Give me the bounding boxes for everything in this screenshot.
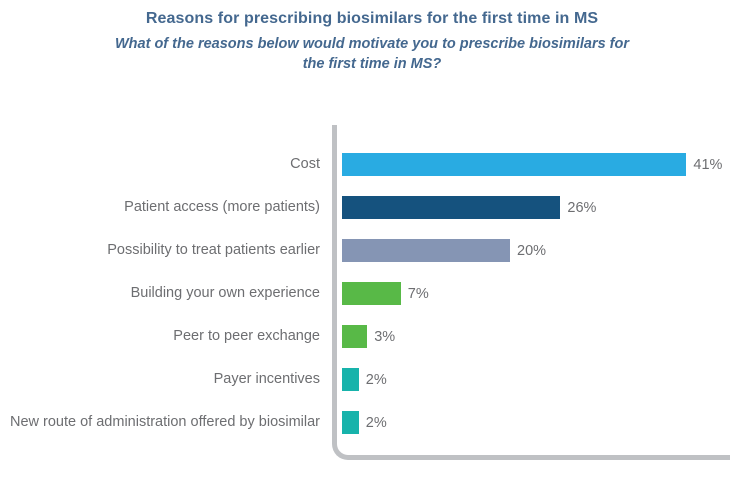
chart-subtitle: What of the reasons below would motivate… [114, 36, 630, 73]
bar-area: 2% [332, 411, 730, 434]
bar-area: 3% [332, 325, 730, 348]
bar [342, 239, 510, 262]
bar-row: Patient access (more patients) 26% [10, 186, 730, 229]
category-label: Peer to peer exchange [173, 328, 320, 345]
bar [342, 325, 368, 348]
value-label: 7% [407, 285, 429, 302]
bar-row: Cost 41% [10, 143, 730, 186]
value-label: 3% [374, 328, 396, 345]
bar-row: Peer to peer exchange 3% [10, 315, 730, 358]
category-label: New route of administration offered by b… [10, 414, 321, 431]
category-label: Possibility to treat patients earlier [107, 242, 320, 259]
bar [342, 196, 561, 219]
value-label: 2% [365, 414, 387, 431]
value-label: 26% [567, 199, 597, 216]
chart-rows: Cost 41% Patient access (more patients) 26%… [10, 143, 730, 444]
bar [342, 411, 359, 434]
bar [342, 282, 401, 305]
bar [342, 153, 687, 176]
bar [342, 368, 359, 391]
bar-area: 20% [332, 239, 730, 262]
bar-area: 41% [332, 153, 730, 176]
value-label: 2% [365, 371, 387, 388]
category-label: Patient access (more patients) [124, 199, 320, 216]
category-label: Payer incentives [213, 371, 320, 388]
bar-row: Possibility to treat patients earlier 20% [10, 229, 730, 272]
value-label: 20% [517, 242, 547, 259]
bar-area: 2% [332, 368, 730, 391]
bar-area: 7% [332, 282, 730, 305]
value-label: 41% [693, 156, 723, 173]
chart-title: Reasons for prescribing biosimilars for … [145, 10, 599, 27]
bar-row: Payer incentives 2% [10, 358, 730, 401]
bar-row: Building your own experience 7% [10, 272, 730, 315]
bar-row: New route of administration offered by b… [10, 401, 730, 444]
bar-area: 26% [332, 196, 730, 219]
category-label: Building your own experience [130, 285, 320, 302]
bar-chart: Cost 41% Patient access (more patients) 26%… [10, 125, 730, 460]
category-label: Cost [290, 156, 320, 173]
